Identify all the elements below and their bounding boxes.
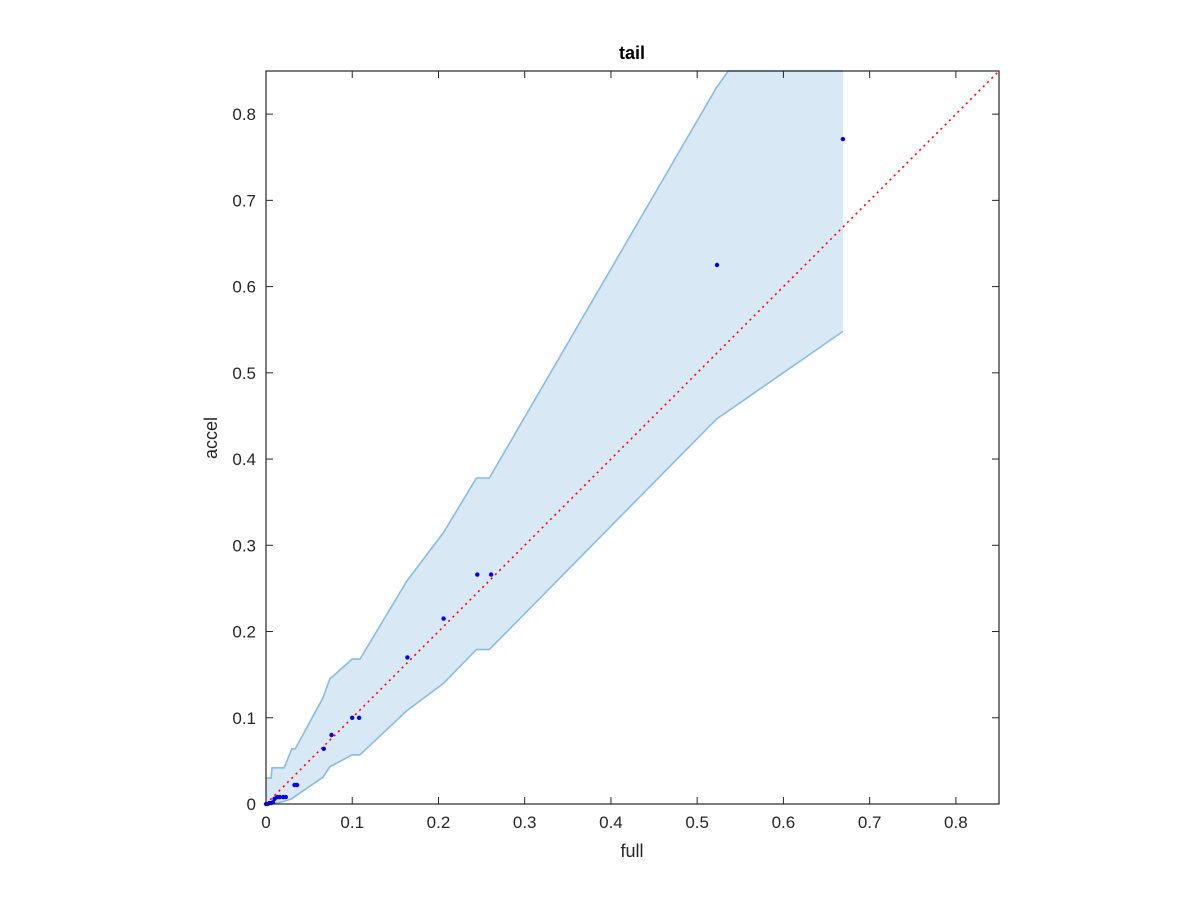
x-tick-label: 0.2: [427, 813, 451, 832]
y-tick-label: 0.5: [232, 364, 256, 383]
data-point: [356, 715, 362, 720]
x-tick-label: 0.8: [944, 813, 968, 832]
x-tick-label: 0: [261, 813, 270, 832]
data-point: [294, 782, 300, 788]
data-point: [840, 136, 846, 142]
y-tick-label: 0.1: [232, 709, 256, 728]
y-tick-label: 0: [247, 795, 256, 814]
data-point: [350, 715, 355, 720]
y-axis-title: accel: [201, 417, 221, 459]
data-point: [283, 794, 288, 800]
data-point: [488, 572, 494, 577]
data-point: [329, 732, 334, 738]
x-tick-label: 0.6: [772, 813, 796, 832]
y-tick-label: 0.4: [232, 450, 256, 469]
x-axis-title: full: [620, 841, 643, 861]
data-point: [714, 262, 720, 268]
band-upper-edge: [266, 70, 843, 779]
y-tick-label: 0.8: [232, 105, 256, 124]
data-point: [475, 572, 480, 577]
x-tick-label: 0.7: [858, 813, 882, 832]
y-tick-label: 0.6: [232, 278, 256, 297]
confidence-band: [266, 71, 843, 804]
data-point: [277, 794, 282, 800]
y-tick-label: 0.2: [232, 623, 256, 642]
chart-title: tail: [619, 43, 645, 63]
data-point: [405, 655, 410, 660]
y-tick-label: 0.3: [232, 536, 256, 555]
plot-frame: [265, 70, 1000, 805]
y-tick-label: 0.7: [232, 191, 256, 210]
x-tick-label: 0.3: [513, 813, 537, 832]
data-point: [321, 746, 326, 751]
x-tick-label: 0.1: [340, 813, 364, 832]
data-point: [441, 616, 446, 621]
x-tick-label: 0.5: [685, 813, 709, 832]
x-tick-label: 0.4: [599, 813, 623, 832]
band-lower-edge: [266, 330, 844, 805]
